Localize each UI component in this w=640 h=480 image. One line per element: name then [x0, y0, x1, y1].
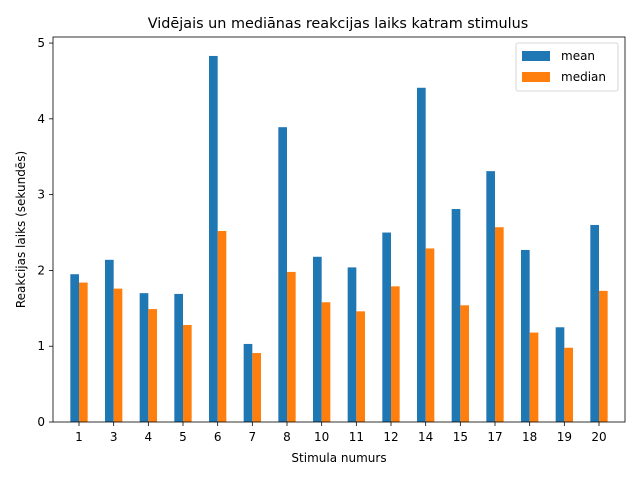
bar-median-10	[321, 302, 331, 422]
bar-mean-8	[278, 127, 287, 422]
legend-label-median: median	[561, 70, 606, 84]
legend: mean median	[515, 42, 619, 92]
y-tick-label-1: 1	[37, 339, 45, 353]
x-tick-label-11: 11	[349, 430, 364, 444]
bar-mean-18	[521, 249, 530, 422]
x-tick-label-19: 19	[557, 430, 572, 444]
bar-median-18	[529, 332, 539, 422]
bar-mean-7	[243, 343, 253, 422]
y-axis-ticks: 0 1 2 3 4 5	[37, 36, 53, 429]
y-tick-label-2: 2	[37, 263, 45, 277]
bar-mean-20	[590, 224, 599, 422]
x-tick-label-8: 8	[283, 430, 291, 444]
bar-mean-19	[555, 327, 565, 422]
x-tick-label-3: 3	[110, 430, 118, 444]
chart-title: Vidējais un mediānas reakcijas laiks kat…	[148, 16, 528, 32]
bar-median-19	[564, 347, 573, 422]
bar-mean-12	[382, 232, 391, 422]
legend-swatch-median	[522, 72, 550, 82]
bar-median-4	[148, 309, 157, 422]
bar-mean-6	[209, 55, 218, 423]
y-tick-label-4: 4	[37, 112, 45, 126]
bar-mean-3	[105, 259, 114, 422]
bars-layer	[70, 55, 608, 423]
x-tick-label-4: 4	[145, 430, 153, 444]
bar-median-17	[495, 227, 504, 422]
bar-mean-4	[139, 293, 149, 422]
bar-median-20	[599, 290, 608, 422]
plot-frame	[52, 36, 626, 423]
bar-median-5	[183, 324, 192, 422]
bar-mean-17	[486, 171, 495, 422]
bar-median-11	[356, 311, 365, 422]
x-tick-label-12: 12	[383, 430, 398, 444]
bar-mean-14	[417, 87, 426, 422]
bar-median-1	[79, 282, 88, 422]
x-axis-ticks: 1 3 4 5 6 7 8 10 11 12 14 15 17 18 19 20	[75, 422, 607, 444]
x-tick-label-6: 6	[214, 430, 222, 444]
bar-mean-5	[174, 293, 183, 422]
x-tick-label-7: 7	[249, 430, 257, 444]
x-tick-label-18: 18	[522, 430, 537, 444]
y-tick-label-5: 5	[37, 36, 45, 50]
legend-label-mean: mean	[561, 49, 595, 63]
bar-median-6	[217, 231, 227, 422]
bar-median-7	[252, 353, 261, 422]
y-tick-label-3: 3	[37, 188, 45, 202]
bar-median-14	[425, 248, 435, 422]
bar-median-8	[287, 271, 296, 422]
bar-mean-11	[347, 267, 357, 422]
x-tick-label-1: 1	[75, 430, 83, 444]
x-tick-label-17: 17	[487, 430, 502, 444]
bar-median-12	[391, 286, 400, 422]
x-tick-label-10: 10	[314, 430, 329, 444]
bar-median-15	[460, 305, 469, 422]
legend-swatch-mean	[522, 51, 550, 61]
bar-mean-15	[451, 209, 461, 422]
x-tick-label-5: 5	[179, 430, 187, 444]
x-tick-label-20: 20	[591, 430, 606, 444]
y-axis-title: Reakcijas laiks (sekundēs)	[14, 151, 28, 308]
x-axis-title: Stimula numurs	[291, 451, 386, 465]
bar-median-3	[113, 288, 123, 422]
x-tick-label-14: 14	[418, 430, 433, 444]
y-tick-label-0: 0	[37, 415, 45, 429]
bar-mean-1	[70, 274, 79, 422]
x-tick-label-15: 15	[453, 430, 468, 444]
bar-mean-10	[313, 256, 322, 422]
